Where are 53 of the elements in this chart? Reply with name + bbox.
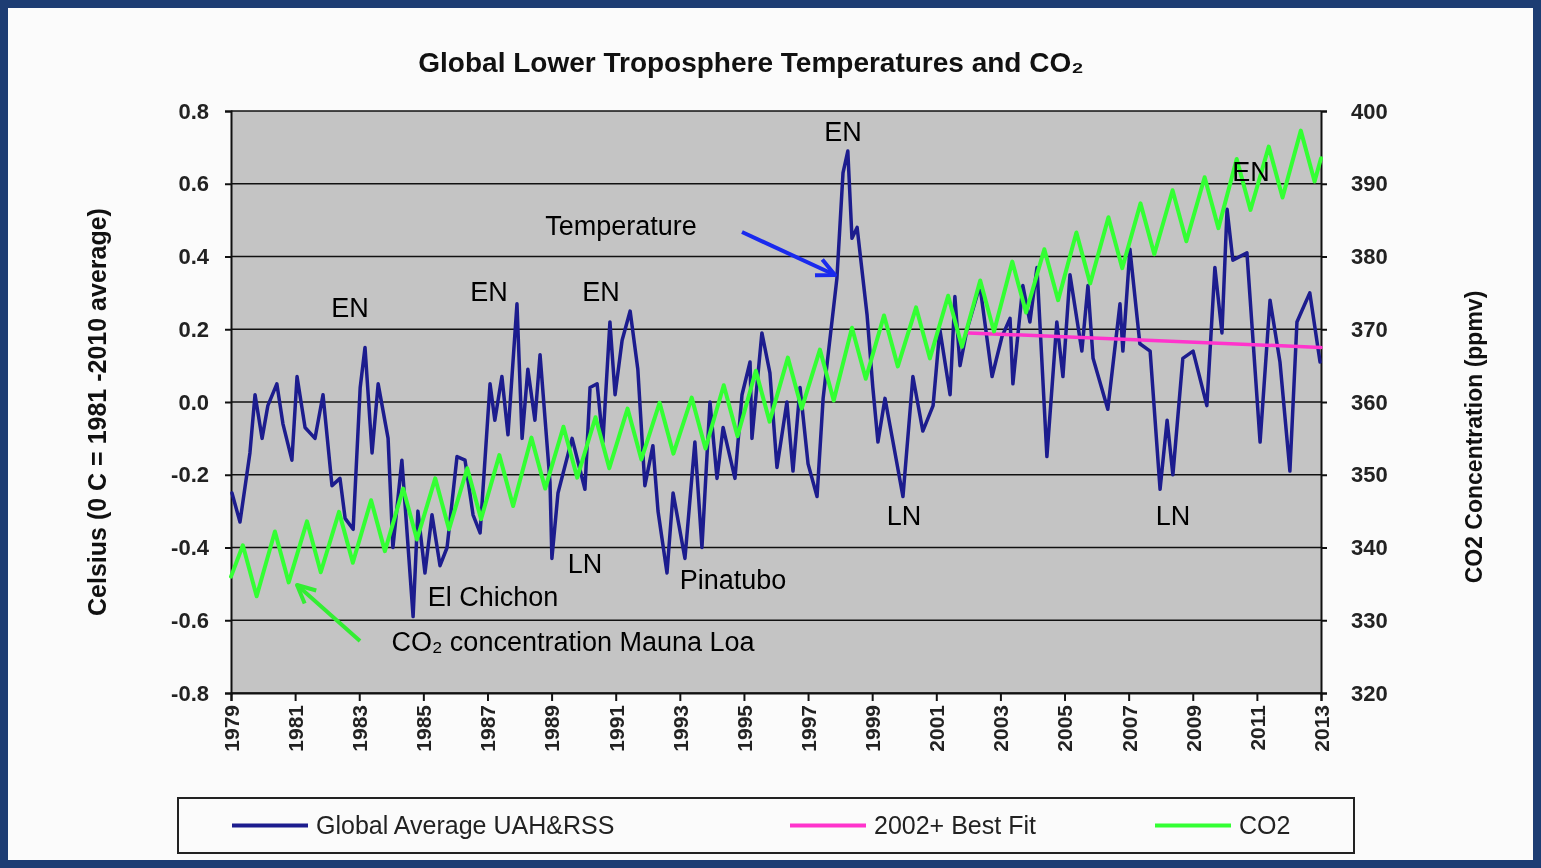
annotation: EN <box>331 293 369 324</box>
y-tick-label: 0.6 <box>178 171 209 197</box>
x-tick-label: 1983 <box>348 705 372 752</box>
x-tick-label: 1989 <box>540 705 564 752</box>
legend-label: CO2 <box>1239 811 1291 840</box>
y-tick-label: 0.2 <box>178 316 209 342</box>
x-tick-label: 1991 <box>604 704 628 752</box>
annotation: CO₂ concentration Mauna Loa <box>391 627 756 658</box>
y2-tick-label: 350 <box>1351 462 1388 488</box>
y-tick-label: 0.0 <box>178 389 209 415</box>
y2-tick-label: 340 <box>1351 535 1388 561</box>
y2-tick-label: 370 <box>1351 316 1388 342</box>
x-tick-label: 2005 <box>1053 704 1077 752</box>
x-tick-label: 1985 <box>412 704 436 752</box>
x-tick-label: 2011 <box>1245 704 1269 751</box>
y-tick-label: -0.8 <box>171 680 209 706</box>
y-tick-label: 0.8 <box>178 98 209 124</box>
y-tick-label: -0.4 <box>171 535 210 561</box>
y-tick-label: -0.2 <box>171 462 209 488</box>
legend-label: 2002+ Best Fit <box>874 811 1036 840</box>
x-tick-label: 1995 <box>732 704 756 752</box>
y2-tick-label: 400 <box>1351 98 1388 124</box>
x-tick-label: 1997 <box>796 705 820 752</box>
chart-title: Global Lower Troposphere Temperatures and CO₂ <box>418 47 1084 78</box>
x-tick-label: 2001 <box>925 704 949 752</box>
y-tick-label: -0.6 <box>171 607 209 633</box>
annotation: LN <box>567 549 603 580</box>
y2-axis-title: CO2 Concentration (ppmv) <box>1461 290 1487 584</box>
annotation: LN <box>1155 501 1191 532</box>
x-tick-label: 1981 <box>283 704 307 752</box>
y2-tick-label: 360 <box>1351 389 1388 415</box>
y2-tick-label: 390 <box>1351 171 1388 197</box>
y2-tick-label: 330 <box>1351 607 1388 633</box>
x-tick-label: 2007 <box>1117 705 1141 752</box>
annotation: LN <box>886 501 922 532</box>
x-tick-label: 2009 <box>1181 705 1205 752</box>
x-tick-label: 1987 <box>476 705 500 752</box>
x-tick-label: 1979 <box>219 705 243 752</box>
x-tick-label: 2013 <box>1309 705 1333 752</box>
y-tick-label: 0.4 <box>178 244 210 270</box>
annotation: El Chichon <box>427 582 559 613</box>
x-tick-label: 1993 <box>668 705 692 752</box>
annotation: Temperature <box>545 211 697 242</box>
annotation: EN <box>582 277 620 308</box>
y2-tick-label: 380 <box>1351 244 1388 270</box>
x-tick-label: 2003 <box>989 705 1013 752</box>
y2-tick-label: 320 <box>1351 680 1388 706</box>
annotation: EN <box>824 117 862 148</box>
legend-label: Global Average UAH&RSS <box>316 811 615 840</box>
x-tick-label: 1999 <box>861 705 885 752</box>
annotation: EN <box>470 277 508 308</box>
y-axis-title: Celsius (0 C = 1981 -2010 average) <box>83 208 111 616</box>
annotation: Pinatubo <box>679 565 787 596</box>
